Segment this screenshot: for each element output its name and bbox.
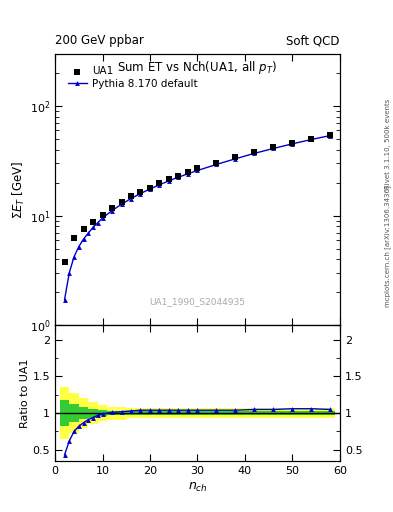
Y-axis label: $\Sigma E_T$ [GeV]: $\Sigma E_T$ [GeV] bbox=[11, 160, 27, 219]
Pythia 8.170 default bbox=[91, 224, 95, 230]
UA1 bbox=[81, 225, 87, 233]
UA1 bbox=[175, 172, 182, 180]
Pythia 8.170 default bbox=[157, 182, 162, 188]
UA1 bbox=[270, 143, 277, 152]
UA1 bbox=[61, 258, 68, 266]
Pythia 8.170 default bbox=[195, 167, 200, 174]
X-axis label: $n_{ch}$: $n_{ch}$ bbox=[187, 481, 208, 494]
UA1 bbox=[109, 204, 115, 212]
UA1 bbox=[185, 168, 191, 176]
Pythia 8.170 default bbox=[110, 207, 114, 214]
Text: mcplots.cern.ch [arXiv:1306.3436]: mcplots.cern.ch [arXiv:1306.3436] bbox=[384, 185, 391, 307]
Legend: UA1, Pythia 8.170 default: UA1, Pythia 8.170 default bbox=[66, 65, 200, 91]
Pythia 8.170 default bbox=[271, 145, 276, 152]
UA1 bbox=[156, 179, 163, 187]
UA1 bbox=[252, 148, 258, 156]
Text: Rivet 3.1.10, 500k events: Rivet 3.1.10, 500k events bbox=[385, 98, 391, 188]
Pythia 8.170 default bbox=[76, 244, 81, 250]
Text: UA1_1990_S2044935: UA1_1990_S2044935 bbox=[149, 297, 246, 306]
Pythia 8.170 default bbox=[67, 270, 72, 276]
Pythia 8.170 default bbox=[185, 170, 190, 177]
Y-axis label: Ratio to UA1: Ratio to UA1 bbox=[20, 358, 30, 428]
Pythia 8.170 default bbox=[86, 230, 91, 237]
UA1 bbox=[138, 188, 144, 196]
UA1 bbox=[289, 139, 296, 147]
Text: Soft QCD: Soft QCD bbox=[286, 34, 340, 47]
Pythia 8.170 default bbox=[252, 150, 257, 156]
UA1 bbox=[195, 164, 201, 173]
Pythia 8.170 default bbox=[100, 215, 105, 221]
Pythia 8.170 default bbox=[176, 174, 181, 180]
Pythia 8.170 default bbox=[62, 297, 67, 303]
Text: Sum ET vs Nch(UA1, all $p_T$): Sum ET vs Nch(UA1, all $p_T$) bbox=[118, 59, 277, 76]
Pythia 8.170 default bbox=[214, 161, 219, 167]
UA1 bbox=[128, 192, 134, 200]
Pythia 8.170 default bbox=[148, 186, 152, 192]
UA1 bbox=[232, 153, 239, 161]
UA1 bbox=[308, 135, 314, 143]
Line: Pythia 8.170 default: Pythia 8.170 default bbox=[62, 133, 333, 302]
Pythia 8.170 default bbox=[167, 178, 171, 184]
Pythia 8.170 default bbox=[233, 156, 238, 162]
UA1 bbox=[99, 210, 106, 219]
Pythia 8.170 default bbox=[72, 254, 76, 260]
Pythia 8.170 default bbox=[119, 201, 124, 207]
Pythia 8.170 default bbox=[290, 141, 295, 147]
Pythia 8.170 default bbox=[81, 236, 86, 242]
Pythia 8.170 default bbox=[95, 220, 100, 226]
UA1 bbox=[213, 158, 220, 166]
Pythia 8.170 default bbox=[129, 196, 133, 202]
UA1 bbox=[327, 131, 334, 139]
UA1 bbox=[118, 198, 125, 206]
UA1 bbox=[71, 234, 77, 242]
UA1 bbox=[90, 218, 96, 226]
Text: 200 GeV ppbar: 200 GeV ppbar bbox=[55, 34, 144, 47]
UA1 bbox=[166, 175, 172, 183]
UA1 bbox=[147, 183, 153, 191]
Pythia 8.170 default bbox=[309, 136, 314, 142]
Pythia 8.170 default bbox=[328, 133, 333, 139]
Pythia 8.170 default bbox=[138, 190, 143, 197]
